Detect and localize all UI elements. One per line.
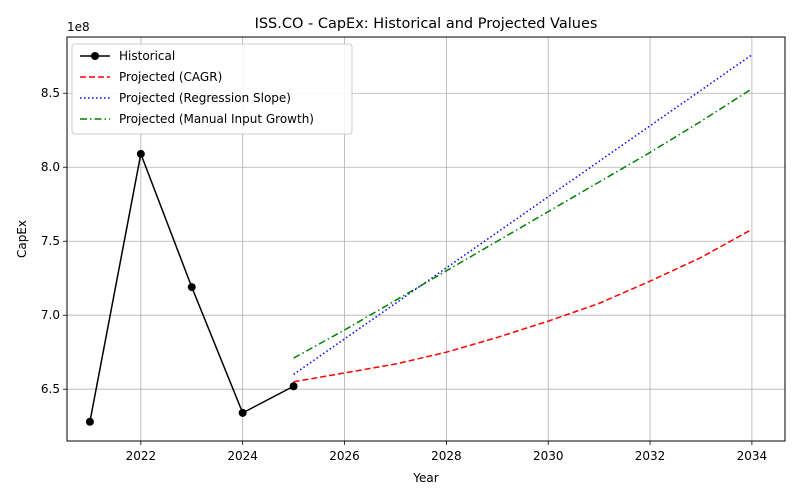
series-line-1 (293, 228, 753, 383)
historical-point (187, 283, 196, 292)
x-axis-label: Year (412, 471, 438, 485)
historical-point (85, 417, 94, 426)
series-layer (85, 54, 753, 426)
legend-label-2: Projected (Regression Slope) (119, 91, 291, 105)
y-tick-label: 8.5 (41, 86, 60, 100)
y-tick-label: 6.5 (41, 382, 60, 396)
x-tick-label: 2022 (126, 449, 157, 463)
y-tick-label: 7.5 (41, 234, 60, 248)
chart-title: ISS.CO - CapEx: Historical and Projected… (255, 16, 598, 32)
historical-point (238, 408, 247, 417)
legend-label-1: Projected (CAGR) (119, 70, 222, 84)
y-tick-label: 8.0 (41, 160, 60, 174)
historical-point (136, 149, 145, 158)
legend: Historical Projected (CAGR) Projected (Reg… (71, 43, 353, 135)
series-line-3 (293, 88, 753, 359)
x-tick-label: 2028 (431, 449, 462, 463)
legend-label-3: Projected (Manual Input Growth) (119, 112, 314, 126)
x-tick-label: 2034 (737, 449, 768, 463)
x-tick-label: 2024 (227, 449, 258, 463)
y-axis-label: CapEx (15, 220, 29, 258)
y-offset-label: 1e8 (67, 20, 90, 34)
legend-label-0: Historical (119, 49, 175, 63)
y-tick-label: 7.0 (41, 308, 60, 322)
plot-frame (66, 36, 786, 442)
legend-box (71, 43, 353, 135)
legend-marker (91, 52, 99, 60)
x-tick-label: 2032 (635, 449, 666, 463)
historical-point (289, 382, 298, 391)
series-line-2 (293, 54, 753, 376)
x-tick-label: 2026 (329, 449, 360, 463)
x-tick-label: 2030 (533, 449, 564, 463)
ticks: 2022 2024 2026 2028 2030 2032 2034 6.5 7.0 7.5 8.0… (41, 86, 767, 463)
